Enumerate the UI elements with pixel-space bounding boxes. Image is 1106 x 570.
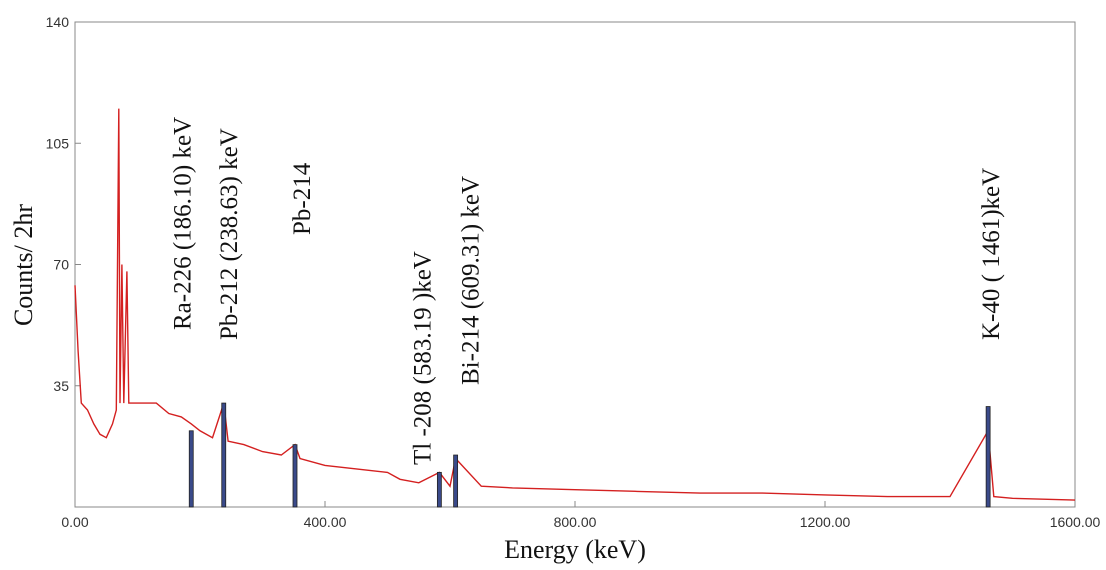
peak-marker <box>436 471 442 508</box>
spectrum-line <box>74 108 1076 501</box>
peak-label: Tl -208 (583.19 )keV <box>409 251 436 465</box>
x-tick-label: 1600.00 <box>1050 514 1101 530</box>
x-tick-label: 0.00 <box>61 514 88 530</box>
x-tick-label: 1200.00 <box>800 514 851 530</box>
peak-label: K-40 ( 1461)keV <box>978 168 1005 340</box>
peak-marker <box>188 430 194 508</box>
peak-marker <box>292 444 298 508</box>
peak-label: Ra-226 (186.10) keV <box>169 117 196 330</box>
y-tick-label: 140 <box>46 14 70 30</box>
x-tick-label: 400.00 <box>304 514 347 530</box>
peak-marker <box>221 402 227 508</box>
peak-marker <box>985 406 991 508</box>
peak-marker <box>453 454 459 508</box>
peak-label: Bi-214 (609.31) keV <box>458 176 485 385</box>
y-tick-label: 105 <box>46 135 70 151</box>
y-tick-label: 35 <box>53 378 69 394</box>
peak-label: Pb-214 <box>289 162 316 235</box>
peak-label: Pb-212 (238.63) keV <box>216 128 243 340</box>
x-axis-title: Energy (keV) <box>504 535 646 564</box>
y-tick-label: 70 <box>53 257 69 273</box>
x-tick-label: 800.00 <box>554 514 597 530</box>
y-axis-title: Counts/ 2hr <box>9 204 38 326</box>
